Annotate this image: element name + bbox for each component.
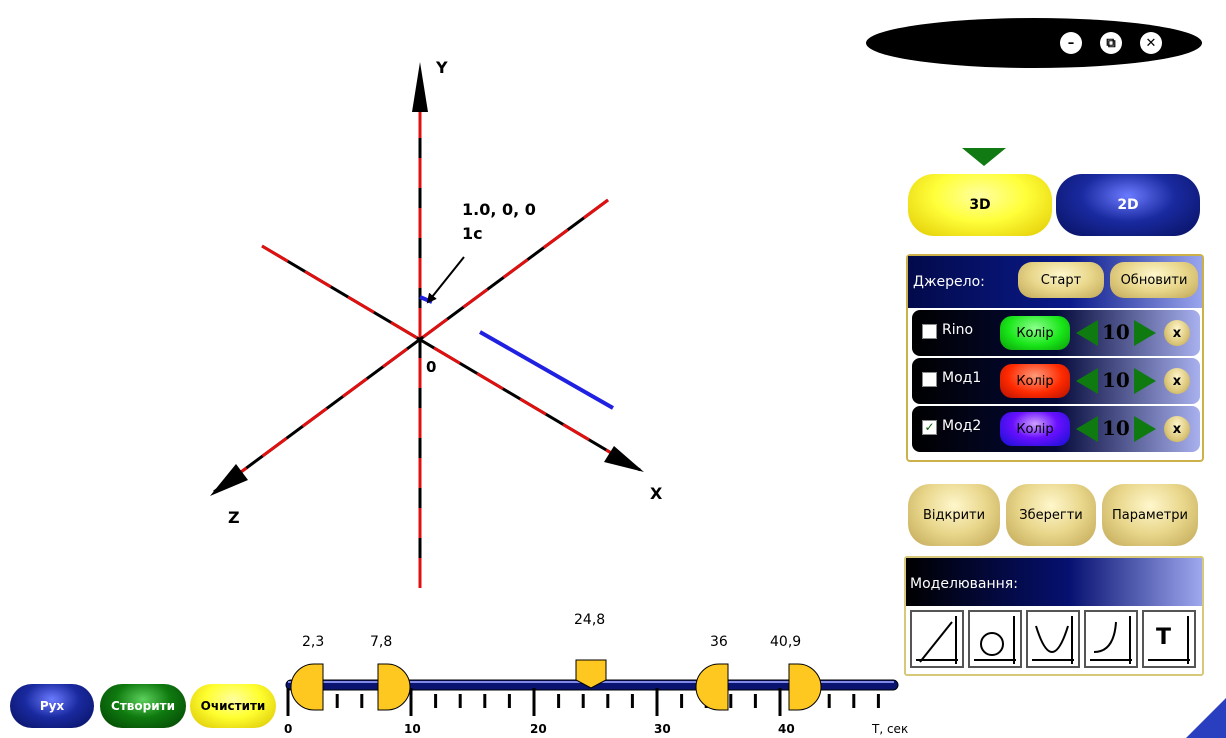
remove-source-button[interactable]: x [1164, 320, 1190, 346]
y-axis-arrow-icon [412, 62, 428, 112]
clear-button[interactable]: Очистити [190, 684, 276, 728]
axis-z-label: Z [228, 508, 240, 527]
move-button[interactable]: Рух [10, 684, 94, 728]
close-icon[interactable]: ✕ [1140, 32, 1162, 54]
minimize-icon[interactable]: – [1060, 32, 1082, 54]
timeline-marker-label: 40,9 [770, 634, 802, 650]
timeline-marker-label: 24,8 [574, 612, 606, 628]
timeline-unit: T, сек [872, 722, 909, 736]
active-mode-indicator-icon [962, 148, 1006, 166]
remove-source-button[interactable]: x [1164, 416, 1190, 442]
source-name: Мод1 [942, 370, 982, 386]
source-row: Rino Колір 10 x [912, 310, 1200, 356]
point-time: 1с [462, 224, 483, 243]
timeline[interactable] [280, 658, 900, 718]
timeline-marker-label: 7,8 [370, 634, 393, 650]
source-label: Джерело: [913, 274, 985, 290]
timeline-marker-label: 36 [710, 634, 728, 650]
origin-label: 0 [426, 358, 437, 376]
increase-arrow-icon[interactable] [1134, 416, 1156, 442]
circle-graph-icon[interactable] [968, 610, 1022, 668]
timeline-marker[interactable] [788, 663, 822, 711]
open-button[interactable]: Відкрити [908, 484, 1000, 546]
parabola-graph-icon[interactable] [1026, 610, 1080, 668]
y-axis [412, 62, 428, 588]
source-name: Мод2 [942, 418, 982, 434]
source-value: 10 [1102, 368, 1130, 392]
remove-source-button[interactable]: x [1164, 368, 1190, 394]
timeline-axis-label: 40 [778, 722, 795, 736]
mode-3d-button[interactable]: 3D [908, 174, 1052, 236]
modeling-panel: Моделювання: T [904, 556, 1204, 676]
axis-x-label: X [650, 484, 663, 503]
increase-arrow-icon[interactable] [1134, 368, 1156, 394]
curve-graph-icon[interactable] [1084, 610, 1138, 668]
trajectory-line [479, 330, 614, 410]
x-axis [261, 244, 644, 472]
modeling-header: Моделювання: [906, 558, 1202, 606]
color-button[interactable]: Колір [1000, 412, 1070, 446]
timeline-marker[interactable] [695, 663, 729, 711]
z-axis-arrow-icon [210, 464, 248, 496]
source-row: ✓ Мод2 Колір 10 x [912, 406, 1200, 452]
source-value: 10 [1102, 416, 1130, 440]
t-graph-icon[interactable]: T [1142, 610, 1196, 668]
source-row: Мод1 Колір 10 x [912, 358, 1200, 404]
point-pointer [426, 256, 465, 304]
timeline-marker-label: 2,3 [302, 634, 325, 650]
parameters-button[interactable]: Параметри [1102, 484, 1198, 546]
timeline-axis-label: 30 [654, 722, 671, 736]
current-time-marker[interactable] [575, 659, 607, 689]
z-axis [210, 198, 609, 496]
source-value: 10 [1102, 320, 1130, 344]
mode-2d-button[interactable]: 2D [1056, 174, 1200, 236]
decrease-arrow-icon[interactable] [1076, 416, 1098, 442]
source-panel-header: Джерело: Старт Обновити [908, 256, 1202, 308]
refresh-button[interactable]: Обновити [1110, 262, 1198, 298]
create-button[interactable]: Створити [100, 684, 186, 728]
increase-arrow-icon[interactable] [1134, 320, 1156, 346]
t-glyph: T [1156, 625, 1171, 650]
plot-3d[interactable] [0, 0, 900, 600]
timeline-axis-label: 20 [530, 722, 547, 736]
timeline-axis-label: 0 [284, 722, 293, 736]
timeline-axis-label: 10 [404, 722, 421, 736]
timeline-marker[interactable] [377, 663, 411, 711]
timeline-marker[interactable] [290, 663, 324, 711]
window-control-bar: – ⧉ ✕ [866, 18, 1202, 68]
point-coordinates: 1.0, 0, 0 [462, 200, 536, 219]
restore-icon[interactable]: ⧉ [1100, 32, 1122, 54]
linear-graph-icon[interactable] [910, 610, 964, 668]
axis-y-label: Y [436, 58, 448, 77]
decrease-arrow-icon[interactable] [1076, 368, 1098, 394]
save-button[interactable]: Зберегти [1006, 484, 1096, 546]
resize-corner-icon[interactable] [1186, 698, 1226, 738]
source-checkbox[interactable] [922, 324, 937, 339]
start-button[interactable]: Старт [1018, 262, 1104, 298]
modeling-label: Моделювання: [910, 576, 1018, 592]
source-checkbox[interactable] [922, 372, 937, 387]
source-panel: Джерело: Старт Обновити Rino Колір 10 x … [906, 254, 1204, 462]
source-checkbox[interactable]: ✓ [922, 420, 937, 435]
x-axis-arrow-icon [604, 446, 644, 472]
color-button[interactable]: Колір [1000, 316, 1070, 350]
source-name: Rino [942, 322, 974, 338]
decrease-arrow-icon[interactable] [1076, 320, 1098, 346]
color-button[interactable]: Колір [1000, 364, 1070, 398]
